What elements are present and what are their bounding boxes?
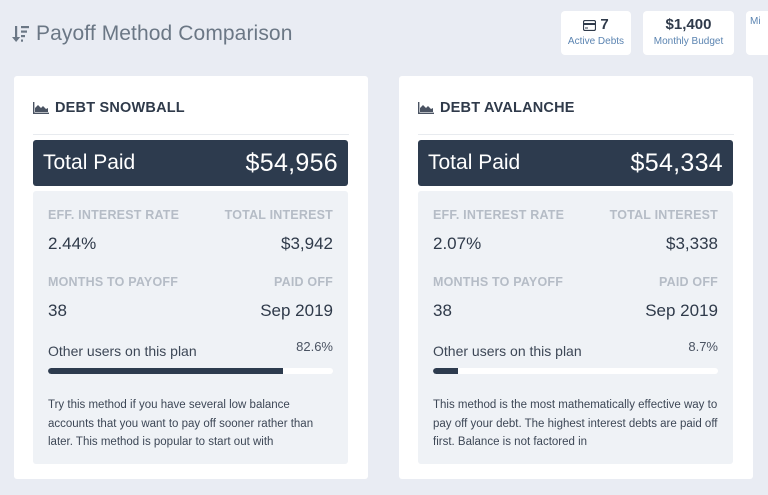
total-paid-value: $54,334 <box>630 148 723 177</box>
total-interest-label: TOTAL INTEREST <box>609 208 718 222</box>
months-value: 38 <box>48 301 67 320</box>
total-paid-bar: Total Paid $54,334 <box>418 140 733 186</box>
plan-description: This method is the most mathematically e… <box>433 399 718 448</box>
progress-fill <box>48 368 284 374</box>
paid-off-label: PAID OFF <box>658 275 718 289</box>
users-percent: 82.6% <box>296 339 333 354</box>
area-chart-icon <box>418 102 434 114</box>
months-value: 38 <box>433 301 452 320</box>
total-paid-value: $54,956 <box>245 148 338 177</box>
sort-amount-down-icon <box>12 26 29 42</box>
total-interest-value: $3,942 <box>281 234 333 253</box>
plan-details: EFF. INTEREST RATE TOTAL INTEREST 2.44% … <box>33 191 348 464</box>
stat-monthly-budget[interactable]: $1,400 Monthly Budget <box>643 11 734 55</box>
card-title: DEBT SNOWBALL <box>55 100 185 116</box>
eff-rate-label: EFF. INTEREST RATE <box>433 208 565 222</box>
plan-card-avalanche: DEBT AVALANCHE Total Paid $54,334 EFF. I… <box>399 76 753 479</box>
area-chart-icon <box>33 102 49 114</box>
monthly-budget-label: Monthly Budget <box>653 36 724 47</box>
paid-off-label: PAID OFF <box>273 275 333 289</box>
truncated-stat-label: Mi <box>750 16 761 27</box>
eff-rate-label: EFF. INTEREST RATE <box>48 208 180 222</box>
stat-active-debts[interactable]: 7 Active Debts <box>561 11 631 55</box>
paid-off-value: Sep 2019 <box>260 301 333 320</box>
total-paid-label: Total Paid <box>43 151 136 174</box>
active-debts-label: Active Debts <box>567 36 625 47</box>
divider <box>33 134 349 135</box>
months-label: MONTHS TO PAYOFF <box>433 275 564 289</box>
stats-bar: 7 Active Debts $1,400 Monthly Budget Mi <box>561 11 768 55</box>
users-percent: 8.7% <box>688 339 718 354</box>
months-label: MONTHS TO PAYOFF <box>48 275 179 289</box>
plan-description: Try this method if you have several low … <box>48 399 314 448</box>
page-title: Payoff Method Comparison <box>36 22 293 45</box>
page-header: Payoff Method Comparison <box>12 22 292 46</box>
paid-off-value: Sep 2019 <box>645 301 718 320</box>
users-progress-bar <box>433 368 718 374</box>
eff-rate-value: 2.44% <box>48 234 97 253</box>
users-progress-bar <box>48 368 333 374</box>
active-debts-value: 7 <box>600 16 609 33</box>
divider <box>418 134 734 135</box>
credit-card-icon <box>583 19 597 31</box>
monthly-budget-value: $1,400 <box>665 16 712 33</box>
eff-rate-value: 2.07% <box>433 234 482 253</box>
total-paid-label: Total Paid <box>428 151 521 174</box>
plan-details: EFF. INTEREST RATE TOTAL INTEREST 2.07% … <box>418 191 733 464</box>
card-title: DEBT AVALANCHE <box>440 100 575 116</box>
plan-card-snowball: DEBT SNOWBALL Total Paid $54,956 EFF. IN… <box>14 76 368 479</box>
total-paid-bar: Total Paid $54,956 <box>33 140 348 186</box>
total-interest-value: $3,338 <box>666 234 718 253</box>
users-label: Other users on this plan <box>48 343 197 359</box>
progress-fill <box>433 368 458 374</box>
total-interest-label: TOTAL INTEREST <box>224 208 333 222</box>
users-label: Other users on this plan <box>433 343 582 359</box>
stat-truncated[interactable]: Mi <box>746 11 768 55</box>
